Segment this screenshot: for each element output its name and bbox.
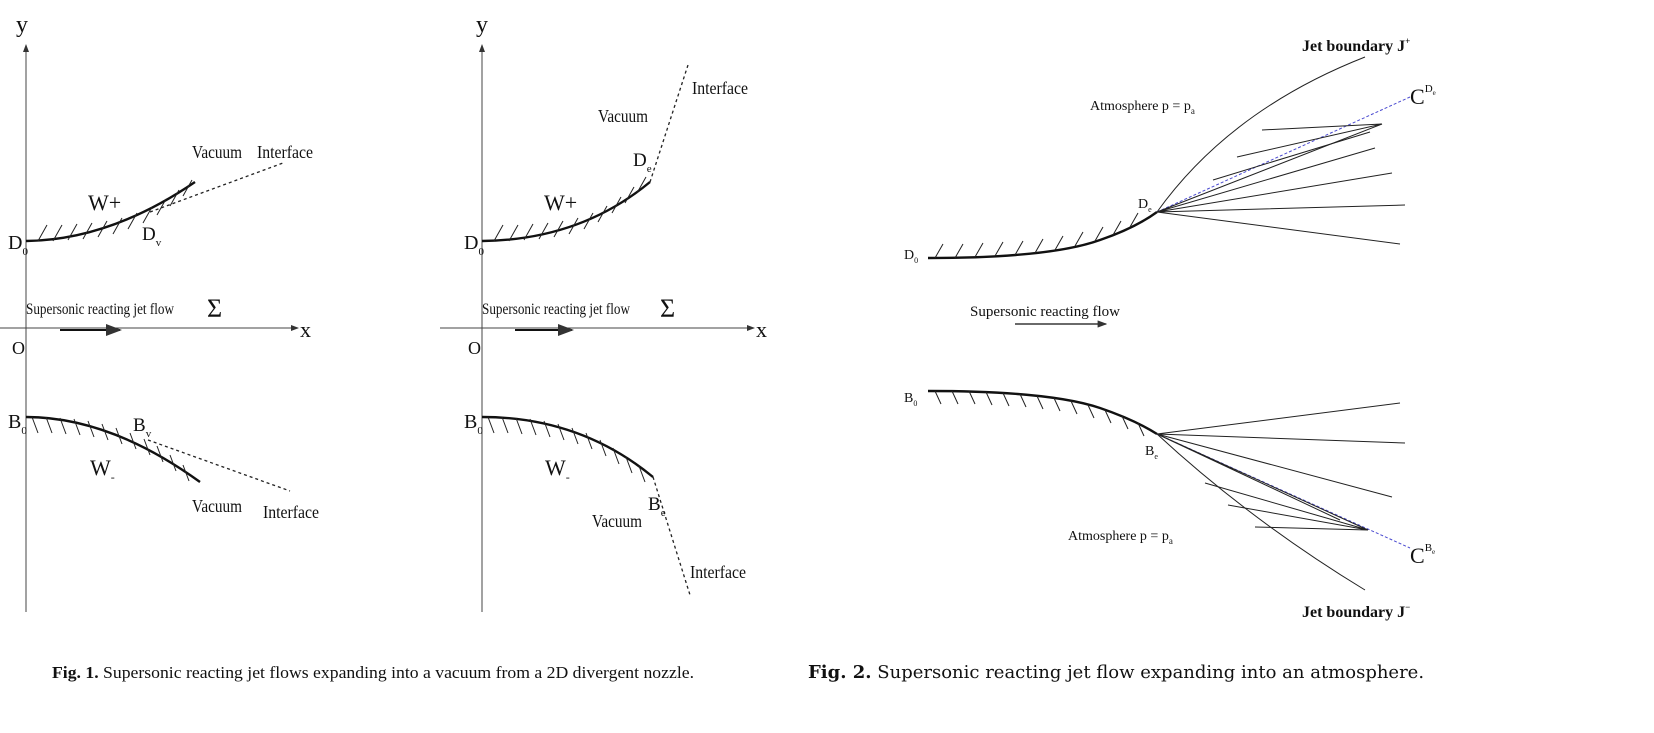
x-axis-label: x bbox=[756, 317, 767, 342]
interface-bottom-label: Interface bbox=[263, 502, 319, 522]
lower-wall-hatching bbox=[31, 416, 190, 482]
interface-top-label: Interface bbox=[257, 142, 313, 162]
bv-label: Bv bbox=[133, 415, 152, 440]
be-label: Be bbox=[1145, 444, 1158, 461]
upper-interface-line bbox=[149, 162, 284, 213]
flow-label: Supersonic reacting flow bbox=[970, 304, 1120, 320]
sigma-label: Σ bbox=[207, 294, 222, 323]
upper-wall-hatching bbox=[37, 179, 193, 242]
de-label: De bbox=[633, 150, 652, 175]
w-plus-label: W+ bbox=[544, 190, 577, 215]
y-axis-label: y bbox=[476, 12, 488, 38]
d0-label: D0 bbox=[8, 232, 28, 258]
w-plus-label: W+ bbox=[88, 190, 121, 215]
vacuum-top-label: Vacuum bbox=[598, 106, 648, 126]
dv-label: Dv bbox=[142, 224, 162, 249]
lower-interface-line bbox=[652, 476, 691, 596]
characteristic-top bbox=[1156, 96, 1411, 213]
fig1-caption: Fig. 1. Supersonic reacting jet flows ex… bbox=[52, 663, 694, 682]
atmosphere-top-label: Atmosphere p = pa bbox=[1090, 99, 1195, 116]
lower-wall-hatching bbox=[487, 416, 646, 483]
upper-wall bbox=[481, 181, 651, 243]
fig1-right-panel: y x O D0 De W+ Vacuum Interface Superson… bbox=[440, 12, 767, 612]
sigma-label: Σ bbox=[660, 294, 675, 323]
fig1-left-panel: y x O D0 Dv W+ Vacuum Interface Superson… bbox=[0, 12, 319, 612]
lower-wall bbox=[481, 415, 654, 478]
interface-bottom-label: Interface bbox=[690, 562, 746, 582]
jet-boundary-bottom-label: Jet boundary J− bbox=[1302, 602, 1410, 621]
b0-label: B0 bbox=[904, 391, 917, 408]
vacuum-top-label: Vacuum bbox=[192, 142, 242, 162]
interface-top-label: Interface bbox=[692, 78, 748, 98]
jet-boundary-top-label: Jet boundary J+ bbox=[1302, 36, 1410, 55]
upper-wall-hatching bbox=[493, 176, 647, 242]
atmosphere-bottom-label: Atmosphere p = pa bbox=[1068, 529, 1173, 546]
upper-wall-hatching bbox=[934, 212, 1139, 259]
origin-label: O bbox=[468, 338, 481, 358]
be-label: Be bbox=[648, 494, 666, 519]
vacuum-bottom-label: Vacuum bbox=[192, 496, 242, 516]
upper-wall bbox=[25, 181, 196, 243]
w-minus-label: W- bbox=[90, 455, 115, 484]
lower-interface-line bbox=[147, 439, 291, 492]
w-minus-label: W- bbox=[545, 455, 570, 484]
upper-wall bbox=[927, 211, 1158, 260]
d0-label: D0 bbox=[904, 248, 918, 265]
b0-label: B0 bbox=[8, 411, 27, 437]
c-be-label: CBe bbox=[1410, 542, 1435, 568]
jet-boundary-bottom bbox=[1156, 433, 1366, 591]
expansion-fan-bottom bbox=[1156, 402, 1406, 531]
jet-boundary-top bbox=[1156, 56, 1366, 213]
origin-label: O bbox=[12, 338, 25, 358]
flow-label: Supersonic reacting jet flow bbox=[26, 301, 174, 318]
c-de-label: CDe bbox=[1410, 83, 1436, 109]
fig2-panel: Jet boundary J+ Atmosphere p = pa CDe De… bbox=[904, 36, 1436, 621]
upper-interface-line bbox=[649, 64, 689, 183]
vacuum-bottom-label: Vacuum bbox=[592, 511, 642, 531]
lower-wall-hatching bbox=[934, 390, 1145, 437]
flow-label: Supersonic reacting jet flow bbox=[482, 301, 630, 318]
expansion-fan-top bbox=[1156, 123, 1406, 245]
lower-wall bbox=[927, 389, 1158, 436]
fig2-caption: Fig. 2. Supersonic reacting jet flow exp… bbox=[808, 662, 1424, 683]
y-axis-label: y bbox=[16, 12, 28, 38]
de-label: De bbox=[1138, 197, 1152, 214]
x-axis-label: x bbox=[300, 317, 311, 342]
b0-label: B0 bbox=[464, 411, 483, 437]
d0-label: D0 bbox=[464, 232, 484, 258]
